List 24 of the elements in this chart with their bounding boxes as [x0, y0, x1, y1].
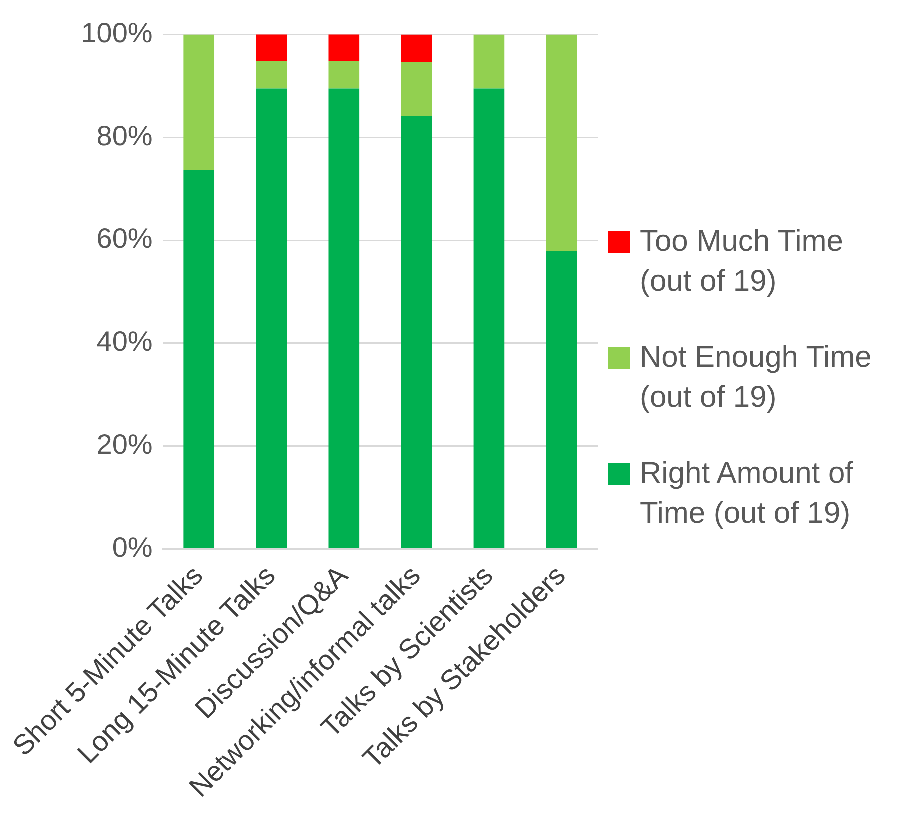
bar — [401, 116, 432, 548]
bar — [184, 34, 215, 170]
bar — [401, 62, 432, 116]
bar — [328, 62, 360, 89]
bar — [256, 88, 288, 548]
bar — [328, 34, 360, 62]
bar — [328, 88, 360, 548]
y-tick-label: 100% — [81, 18, 153, 49]
bar — [474, 34, 505, 89]
legend-label: Not Enough Time (out of 19) — [640, 340, 873, 416]
y-tick-label: 60% — [96, 223, 153, 254]
bar — [256, 62, 288, 89]
bar — [184, 170, 215, 548]
bar — [546, 251, 578, 548]
bar — [474, 88, 505, 548]
y-tick-label: 40% — [96, 326, 153, 358]
bar — [546, 34, 578, 252]
y-tick-label: 0% — [112, 532, 153, 563]
y-tick-label: 80% — [96, 120, 153, 152]
legend-label: Too Much Time (out of 19) — [640, 224, 844, 300]
bar — [256, 34, 288, 62]
y-tick-label: 20% — [96, 428, 153, 460]
legend-label: Right Amount of Time (out of 19) — [640, 456, 854, 532]
bar — [401, 34, 432, 62]
